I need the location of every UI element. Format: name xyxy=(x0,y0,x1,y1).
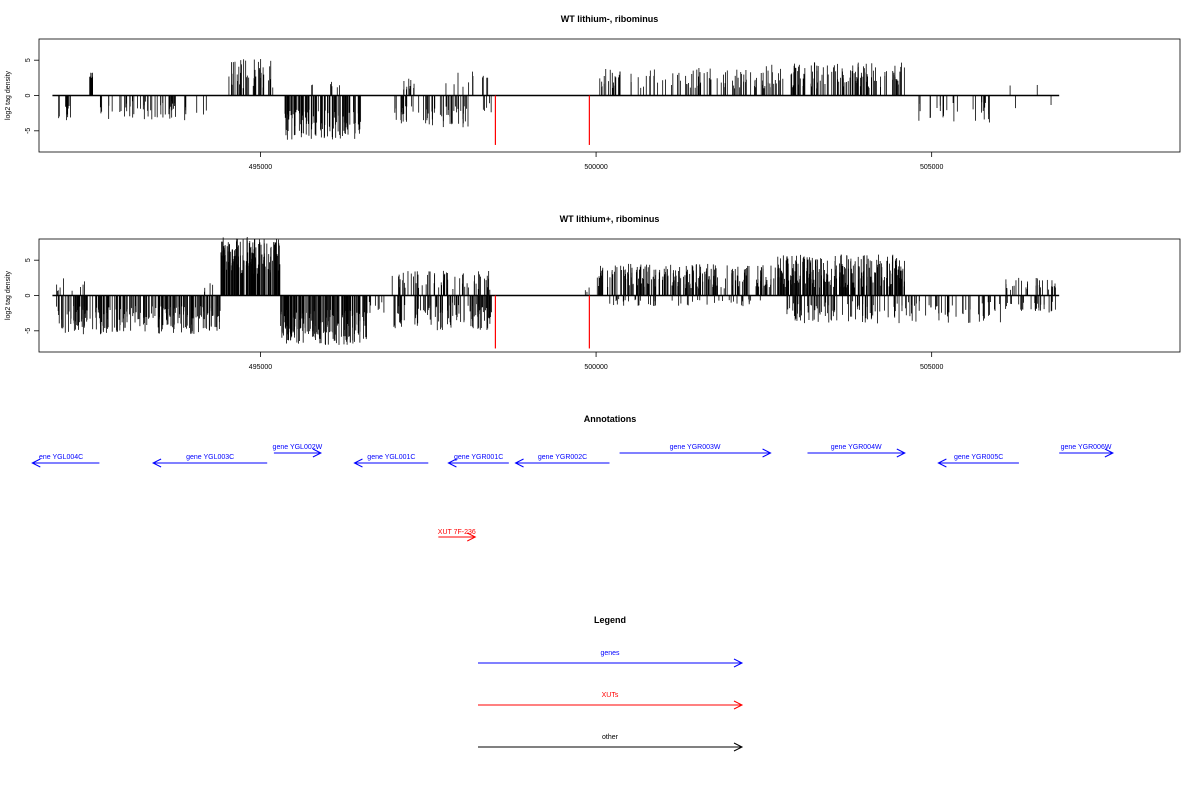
arrow-head xyxy=(762,448,772,458)
legend-item-xuts: XUTs xyxy=(478,692,744,710)
panel-title: WT lithium-, ribominus xyxy=(561,14,659,24)
xut-arrow: XUT 7F-236 xyxy=(438,529,477,542)
arrow-head xyxy=(31,458,41,468)
arrow-head xyxy=(733,700,744,710)
gene-arrow: gene YGR006W xyxy=(1059,444,1114,458)
x-tick-label: 500000 xyxy=(584,164,607,171)
gene-arrow: gene YGR005C xyxy=(937,454,1019,468)
gene-label: gene YGR003W xyxy=(670,444,721,451)
x-tick-label: 505000 xyxy=(920,164,943,171)
gene-arrow: gene YGR004W xyxy=(807,444,906,458)
gene-arrow: gene YGR002C xyxy=(514,454,610,468)
density-bars xyxy=(58,59,1052,140)
x-tick-label: 505000 xyxy=(920,364,943,371)
gene-arrow: gene YGL001C xyxy=(353,454,429,468)
arrow-head xyxy=(514,458,524,468)
gene-label: gene YGR002C xyxy=(538,454,587,461)
x-tick-label: 495000 xyxy=(249,364,272,371)
gene-label: gene YGR005C xyxy=(954,454,1003,461)
gene-label: gene YGR006W xyxy=(1061,444,1112,451)
gene-label: gene YGL001C xyxy=(367,454,415,461)
arrow-head xyxy=(733,742,744,752)
gene-label: gene YGL002W xyxy=(273,444,323,451)
gene-arrow: gene YGL003C xyxy=(151,454,268,468)
arrow-head xyxy=(937,458,947,468)
gene-label: gene YGR004W xyxy=(831,444,882,451)
legend-item-label: other xyxy=(602,734,619,741)
x-tick-label: 500000 xyxy=(584,364,607,371)
panel-title: WT lithium+, ribominus xyxy=(560,214,660,224)
annotations-panel: Annotations ene YGL004C gene YGL003C gene Y… xyxy=(31,414,1114,542)
arrow-head xyxy=(1104,448,1114,458)
annotations-title: Annotations xyxy=(584,414,637,424)
legend-item-other: other xyxy=(478,734,744,752)
arrow-head xyxy=(151,458,162,468)
y-axis-label: log2 tag density xyxy=(5,270,12,320)
arrow-head xyxy=(447,458,457,468)
y-tick-label: 5 xyxy=(25,58,32,62)
arrow-head xyxy=(353,458,363,468)
gene-arrow: gene YGR003W xyxy=(619,444,772,458)
gene-label: ene YGL004C xyxy=(39,454,83,461)
x-tick-label: 495000 xyxy=(249,164,272,171)
gene-arrow: gene YGR001C xyxy=(447,454,509,468)
y-tick-label: 0 xyxy=(25,293,32,297)
gene-label: gene YGL003C xyxy=(186,454,234,461)
legend-panel: Legend genes XUTs other xyxy=(478,615,744,752)
arrow-head xyxy=(733,658,744,668)
legend-item-label: XUTs xyxy=(602,692,619,699)
legend-title: Legend xyxy=(594,615,626,625)
y-axis-label: log2 tag density xyxy=(5,70,12,120)
y-tick-label: -5 xyxy=(25,128,32,134)
density-bars xyxy=(56,236,1056,345)
y-tick-label: 0 xyxy=(25,93,32,97)
y-tick-label: -5 xyxy=(25,328,32,334)
xut-label: XUT 7F-236 xyxy=(438,529,476,536)
legend-item-label: genes xyxy=(600,650,620,657)
legend-item-genes: genes xyxy=(478,650,744,668)
arrow-head xyxy=(312,448,323,458)
gene-arrow: gene YGL002W xyxy=(273,444,323,458)
gene-arrow: ene YGL004C xyxy=(31,454,100,468)
gene-label: gene YGR001C xyxy=(454,454,503,461)
arrow-head xyxy=(896,448,906,458)
arrow-head xyxy=(467,532,477,542)
y-tick-label: 5 xyxy=(25,258,32,262)
